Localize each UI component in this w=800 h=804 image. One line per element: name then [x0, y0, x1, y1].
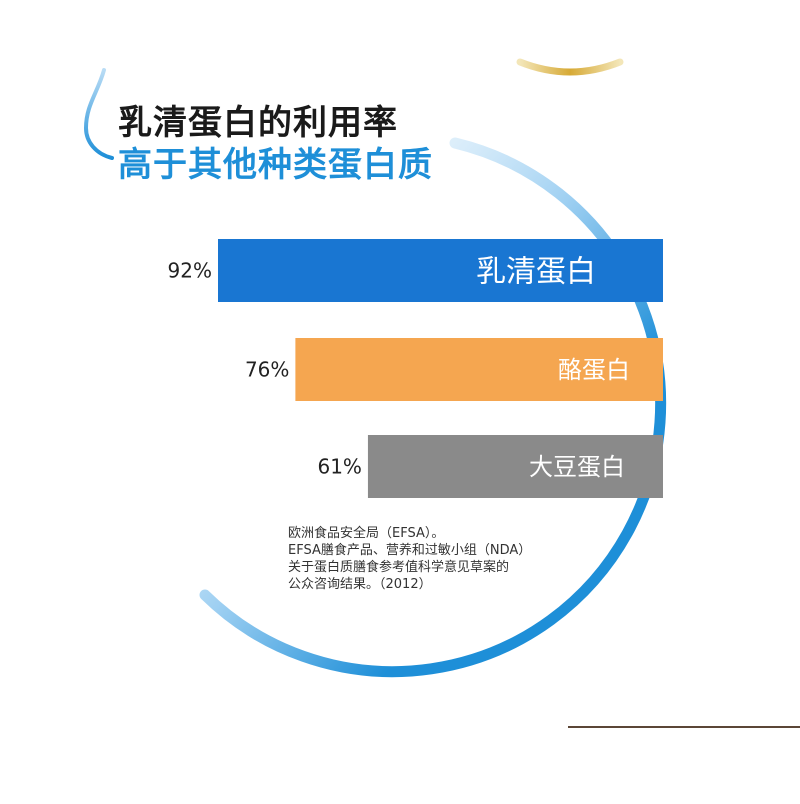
- source-line: 公众咨询结果。（2012）: [288, 577, 432, 592]
- bar-group: 76% 酪蛋白: [245, 338, 663, 401]
- bar: [367, 435, 663, 498]
- chart-title-line1: 乳清蛋白的利用率: [118, 103, 398, 143]
- source-line: 关于蛋白质膳食参考值科学意见草案的: [288, 560, 510, 575]
- bar: [295, 338, 663, 401]
- bar-category-label: 乳清蛋白: [476, 254, 596, 289]
- bar: [218, 239, 663, 302]
- bar-category-label: 大豆蛋白: [529, 453, 625, 481]
- source-line: EFSA膳食产品、营养和过敏小组（NDA）: [288, 543, 532, 558]
- source-line: 欧洲食品安全局（EFSA）。: [288, 526, 445, 541]
- bar-value-label: 92%: [168, 259, 212, 283]
- bar-value-label: 76%: [245, 358, 289, 382]
- circle-ring-decoration: [199, 137, 667, 678]
- water-drop-icon: [83, 68, 114, 160]
- chart-title-line2: 高于其他种类蛋白质: [118, 145, 433, 185]
- bar-group: 61% 大豆蛋白: [317, 435, 663, 498]
- source-note: 欧洲食品安全局（EFSA）。 EFSA膳食产品、营养和过敏小组（NDA） 关于蛋…: [288, 525, 531, 593]
- bar-group: 92% 乳清蛋白: [168, 239, 663, 302]
- gold-arc-decoration: [516, 58, 624, 76]
- bar-value-label: 61%: [317, 455, 361, 479]
- bar-category-label: 酪蛋白: [558, 356, 630, 384]
